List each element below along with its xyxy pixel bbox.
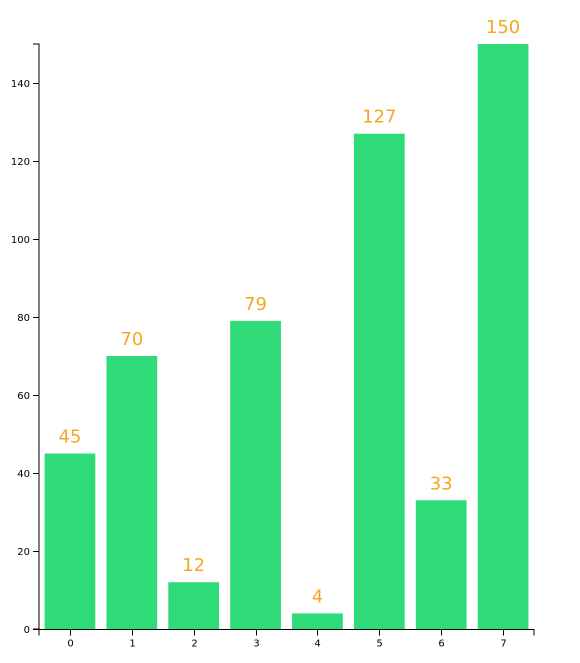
bar-value-label: 79	[244, 294, 267, 315]
value-labels: 45 70 12 79 4 127 33 150	[58, 17, 520, 607]
y-tick-label: 100	[11, 235, 30, 246]
bar-value-label: 4	[312, 586, 323, 607]
x-tick-label: 2	[191, 639, 197, 650]
x-axis-line	[38, 629, 535, 636]
y-axis: 0 20 40 60 80 100 120 140	[11, 43, 40, 636]
y-tick-label: 140	[11, 79, 30, 90]
x-tick-label: 0	[67, 639, 73, 650]
bar-value-label: 33	[430, 473, 453, 494]
bar	[415, 500, 467, 629]
y-tick-label: 40	[17, 469, 30, 480]
bar	[292, 613, 343, 629]
bar	[477, 44, 529, 629]
x-tick-label: 6	[438, 639, 444, 650]
x-tick-label: 1	[129, 639, 135, 650]
bar-value-label: 150	[486, 17, 520, 38]
y-tick-label: 60	[17, 391, 30, 402]
bar-value-label: 12	[182, 555, 205, 576]
x-tick-label: 7	[500, 639, 506, 650]
bar	[44, 453, 96, 629]
y-tick-label: 0	[24, 625, 30, 636]
bar	[168, 582, 220, 629]
bar-value-label: 127	[362, 107, 396, 128]
bars	[44, 44, 529, 629]
x-tick-label: 4	[314, 639, 320, 650]
x-tick-label: 3	[253, 639, 259, 650]
y-tick-label: 80	[17, 313, 30, 324]
y-axis-line	[33, 43, 40, 630]
bar-value-label: 45	[58, 427, 81, 448]
y-tick-label: 20	[17, 547, 30, 558]
y-tick-label: 120	[11, 157, 30, 168]
bar	[106, 356, 158, 629]
bar	[230, 320, 281, 629]
bar-value-label: 70	[120, 329, 143, 350]
bar	[353, 133, 405, 629]
x-axis: 0 1 2 3 4 5 6 7	[38, 629, 535, 650]
x-tick-label: 5	[376, 639, 382, 650]
